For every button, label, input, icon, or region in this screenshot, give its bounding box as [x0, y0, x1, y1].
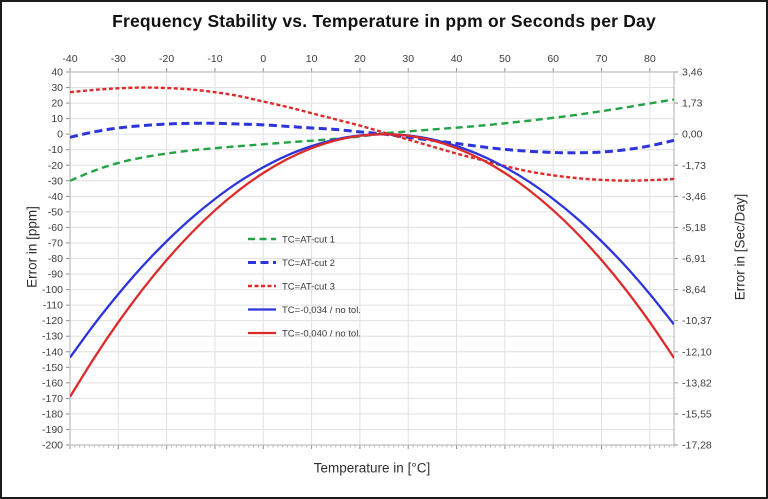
top-axis-tick-label: -30 [111, 53, 126, 65]
top-axis-tick-label: 50 [499, 53, 511, 65]
left-axis-tick-label: 0 [57, 129, 63, 141]
left-axis-tick-label: 30 [51, 82, 63, 94]
left-axis-tick-label: 40 [51, 67, 63, 79]
plot-border [69, 71, 675, 446]
left-axis-tick-label: -100 [42, 284, 63, 296]
legend-label: TC=-0,034 / no tol. [282, 305, 361, 316]
top-axis-tick-label: -20 [159, 53, 174, 65]
right-axis-tick-label: -5,18 [682, 222, 706, 234]
top-axis-tick-label: 70 [596, 53, 608, 65]
right-axis-tick-label: 0,00 [682, 129, 703, 141]
series-curve-2 [70, 121, 674, 155]
left-axis-tick-label: 10 [51, 113, 63, 125]
legend-item: TC=AT-cut 3 [248, 281, 335, 292]
left-axis-tick-label: -170 [42, 393, 63, 405]
left-axis-tick-label: -30 [48, 175, 63, 187]
left-axis-tick-label: -200 [42, 440, 63, 452]
left-axis-tick-label: 20 [51, 98, 63, 110]
right-axis-tick-label: -8,64 [682, 284, 706, 296]
left-axis-tick-label: -90 [48, 269, 63, 281]
right-axis-tick-label: -12,10 [682, 346, 712, 358]
left-axis-tick-label: -180 [42, 408, 63, 420]
legend-item: TC=-0,040 / no tol. [248, 328, 361, 339]
left-axis-tick-label: -150 [42, 362, 63, 374]
right-axis-tick-label: -3,46 [682, 191, 706, 203]
chart-title: Frequency Stability vs. Temperature in p… [112, 11, 656, 31]
top-axis-tick-label: -10 [207, 53, 222, 65]
right-axis-tick-label: -13,82 [682, 377, 712, 389]
series-curve-4 [70, 133, 674, 359]
left-axis-tick-label: -20 [48, 160, 63, 172]
left-axis-tick-label: -50 [48, 206, 63, 218]
top-axis-tick-label: 20 [354, 53, 366, 65]
left-axis-tick-label: -160 [42, 377, 63, 389]
right-axis-tick-label: -17,28 [682, 440, 712, 452]
legend-label: TC=AT-cut 1 [282, 234, 335, 245]
right-axis-tick-label: -6,91 [682, 253, 706, 265]
right-axis-tick-label: -1,73 [682, 160, 706, 172]
series-curve-1 [70, 98, 674, 182]
left-axis-tick-label: -70 [48, 237, 63, 249]
left-axis-tick-label: -110 [43, 300, 63, 312]
top-axis-tick-label: -40 [62, 53, 77, 65]
legend-item: TC=-0,034 / no tol. [248, 305, 361, 316]
left-axis-tick-label: -140 [42, 346, 63, 358]
legend-label: TC=AT-cut 3 [282, 281, 335, 292]
left-axis-tick-label: -130 [42, 331, 63, 343]
legend-item: TC=AT-cut 2 [248, 258, 335, 269]
right-axis-tick-label: 3,46 [682, 67, 703, 79]
right-axis-tick-label: -15,55 [682, 408, 712, 420]
legend-item: TC=AT-cut 1 [248, 234, 335, 245]
series-curve-5 [70, 133, 674, 398]
top-axis-tick-label: 0 [260, 53, 266, 65]
right-axis-tick-label: -10,37 [682, 315, 712, 327]
top-axis-tick-label: 80 [644, 53, 656, 65]
right-axis-title: Error in [Sec/Day] [732, 193, 748, 301]
left-axis-tick-label: -120 [42, 315, 63, 327]
left-axis-tick-label: -80 [48, 253, 63, 265]
top-axis-tick-label: 40 [451, 53, 463, 65]
left-axis-tick-label: -190 [42, 424, 63, 436]
left-axis-title: Error in [ppm] [24, 206, 40, 288]
bottom-axis-title: Temperature in [°C] [313, 460, 431, 476]
top-axis-tick-label: 30 [402, 53, 414, 65]
top-axis-tick-label: 60 [547, 53, 559, 65]
legend-label: TC=AT-cut 2 [282, 258, 335, 269]
right-axis-tick-label: 1,73 [682, 98, 703, 110]
top-axis-tick-label: 10 [306, 53, 318, 65]
legend-label: TC=-0,040 / no tol. [282, 328, 361, 339]
left-axis-tick-label: -60 [48, 222, 63, 234]
left-axis-tick-label: -10 [48, 144, 63, 156]
left-axis-tick-label: -40 [48, 191, 63, 203]
series-curve-3 [70, 86, 674, 182]
